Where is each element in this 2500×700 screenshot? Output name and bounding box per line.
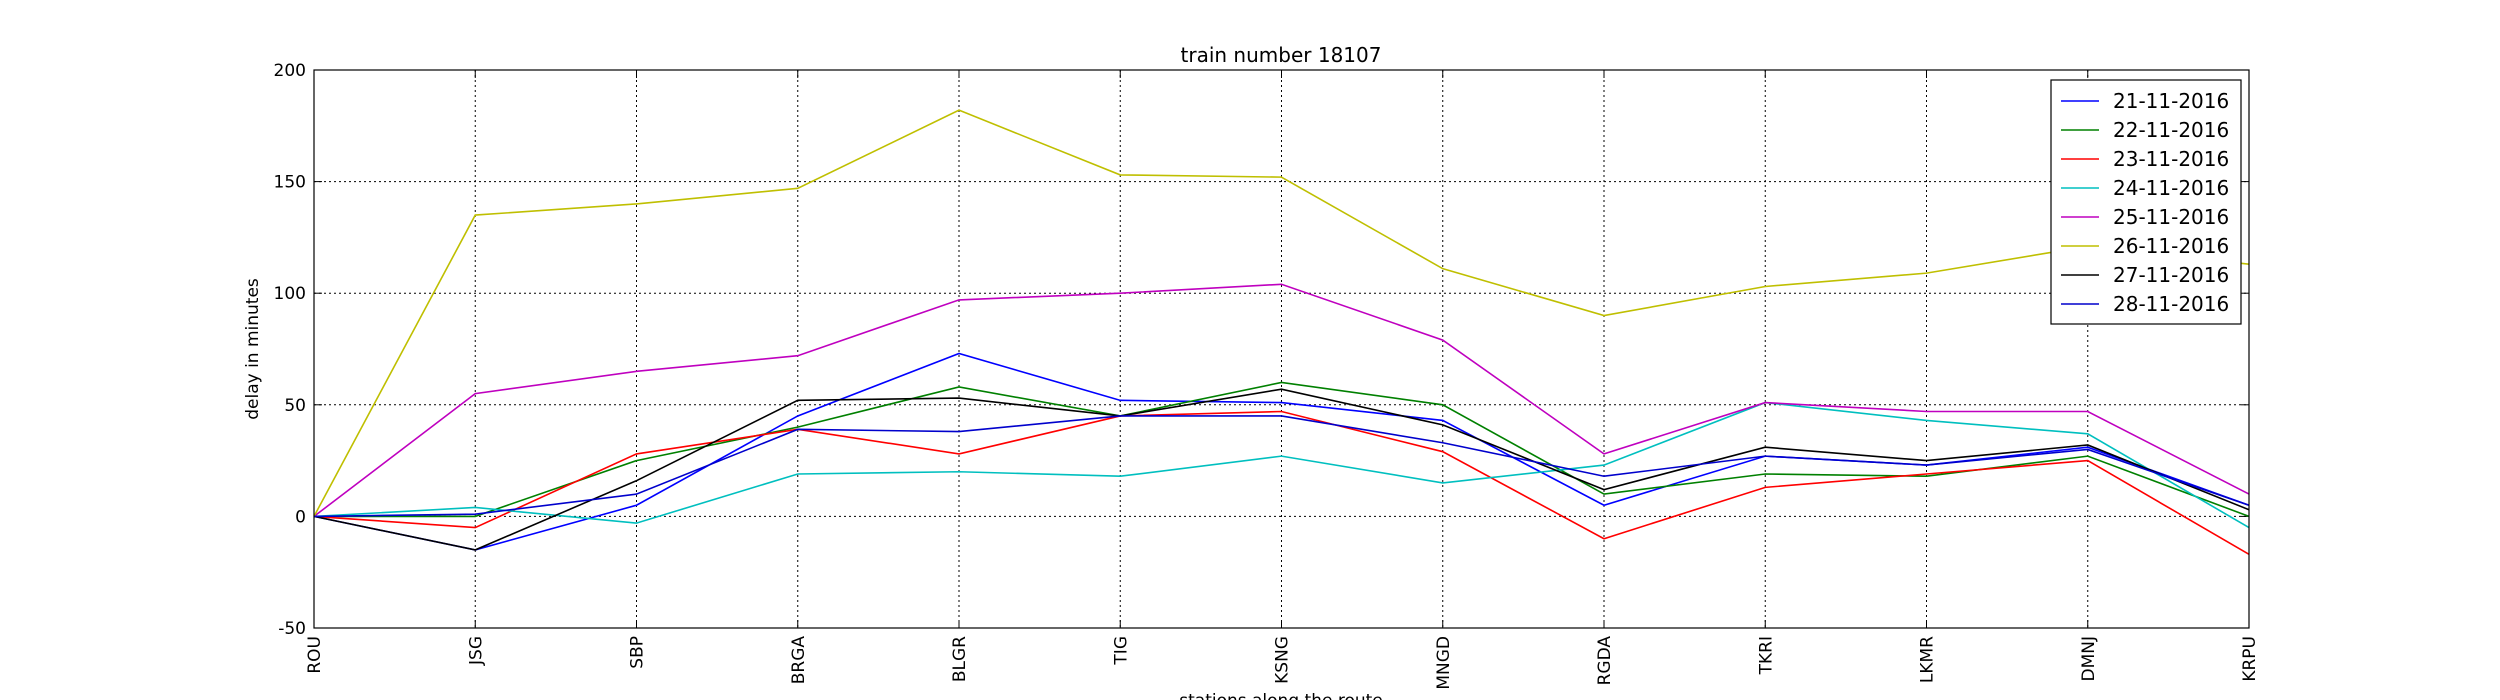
- legend-label: 25-11-2016: [2113, 205, 2229, 229]
- legend-label: 21-11-2016: [2113, 89, 2229, 113]
- y-tick-label: 50: [284, 396, 306, 416]
- x-axis-label: stations along the route: [1179, 691, 1383, 700]
- x-tick-label: TIG: [1111, 636, 1131, 666]
- y-tick-label: 100: [274, 284, 306, 304]
- legend-label: 22-11-2016: [2113, 118, 2229, 142]
- y-tick-label: 0: [295, 507, 306, 527]
- plot-frame: [313, 69, 2250, 629]
- y-tick-label: 200: [274, 61, 306, 81]
- y-tick-label: 150: [274, 173, 306, 193]
- data-line: [313, 388, 2250, 551]
- x-tick-label: RGDA: [1595, 636, 1615, 686]
- data-line: [314, 381, 2250, 518]
- x-tick-label: BLGR: [950, 636, 970, 682]
- x-tick-label: DMNJ: [2079, 636, 2099, 682]
- x-tick-label: KRPU: [2240, 636, 2260, 682]
- legend-box: [2050, 79, 2242, 325]
- x-tick-label: MNGD: [1434, 636, 1454, 690]
- x-tick-label: LKMR: [1918, 636, 1938, 683]
- data-line: [313, 283, 2250, 518]
- x-tick-label: ROU: [305, 636, 325, 674]
- x-tick-label: BRGA: [789, 636, 809, 685]
- data-line: [313, 109, 2250, 517]
- x-tick-label: SBP: [628, 636, 648, 669]
- y-axis-label: delay in minutes: [243, 278, 263, 420]
- legend-label: 24-11-2016: [2113, 176, 2229, 200]
- y-tick-label: -50: [278, 619, 306, 639]
- x-tick-label: KSNG: [1273, 636, 1293, 684]
- x-tick-label: JSG: [466, 636, 486, 666]
- legend-label: 23-11-2016: [2113, 147, 2229, 171]
- data-line: [313, 410, 2250, 556]
- legend-label: 26-11-2016: [2113, 234, 2229, 258]
- x-tick-label: TKRI: [1756, 636, 1776, 675]
- data-line: [313, 401, 2250, 529]
- legend-label: 28-11-2016: [2113, 292, 2229, 316]
- chart-title: train number 18107: [1181, 43, 1382, 67]
- data-line: [313, 415, 2250, 518]
- legend-label: 27-11-2016: [2113, 263, 2229, 287]
